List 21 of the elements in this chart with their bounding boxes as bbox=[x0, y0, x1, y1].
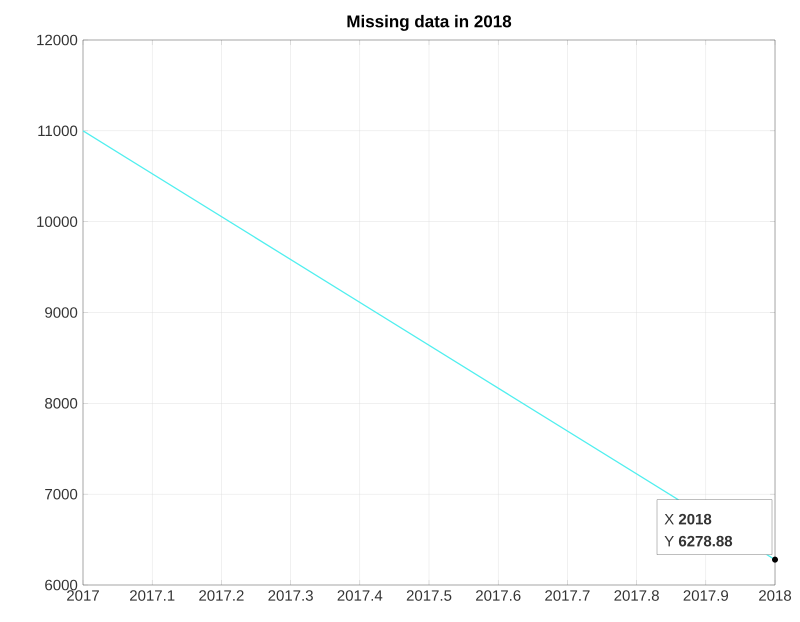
y-tick-label: 11000 bbox=[38, 126, 78, 136]
x-tick-label: 2017 bbox=[67, 590, 99, 601]
annotation: X 2018 bbox=[664, 514, 712, 524]
x-tick-label: 2017.7 bbox=[545, 590, 590, 601]
x-tick-label: 2018 bbox=[759, 590, 792, 601]
y-tick-label: 8000 bbox=[45, 398, 78, 409]
x-tick-label: 2017.3 bbox=[268, 590, 313, 601]
x-tick-label: 2017.4 bbox=[338, 590, 382, 601]
x-tick-label: 2017.8 bbox=[614, 590, 659, 601]
y-tick-label: 10000 bbox=[37, 216, 78, 227]
y-tick-label: 6000 bbox=[45, 580, 78, 590]
x-tick-label: 2017.1 bbox=[130, 590, 174, 601]
x-tick-label: 2017.5 bbox=[406, 590, 452, 601]
y-tick-label: 12000 bbox=[37, 34, 78, 46]
x-tick-label: 2017.9 bbox=[684, 590, 728, 601]
annotation: Y 6278.88 bbox=[664, 536, 732, 546]
y-tick-label: 7000 bbox=[45, 488, 78, 500]
chart-title: Missing data in 2018 bbox=[347, 14, 512, 31]
x-tick-label: 2017.2 bbox=[199, 590, 244, 601]
x-tick-label: 2017.6 bbox=[476, 590, 520, 601]
y-tick-label: 9000 bbox=[45, 307, 78, 318]
